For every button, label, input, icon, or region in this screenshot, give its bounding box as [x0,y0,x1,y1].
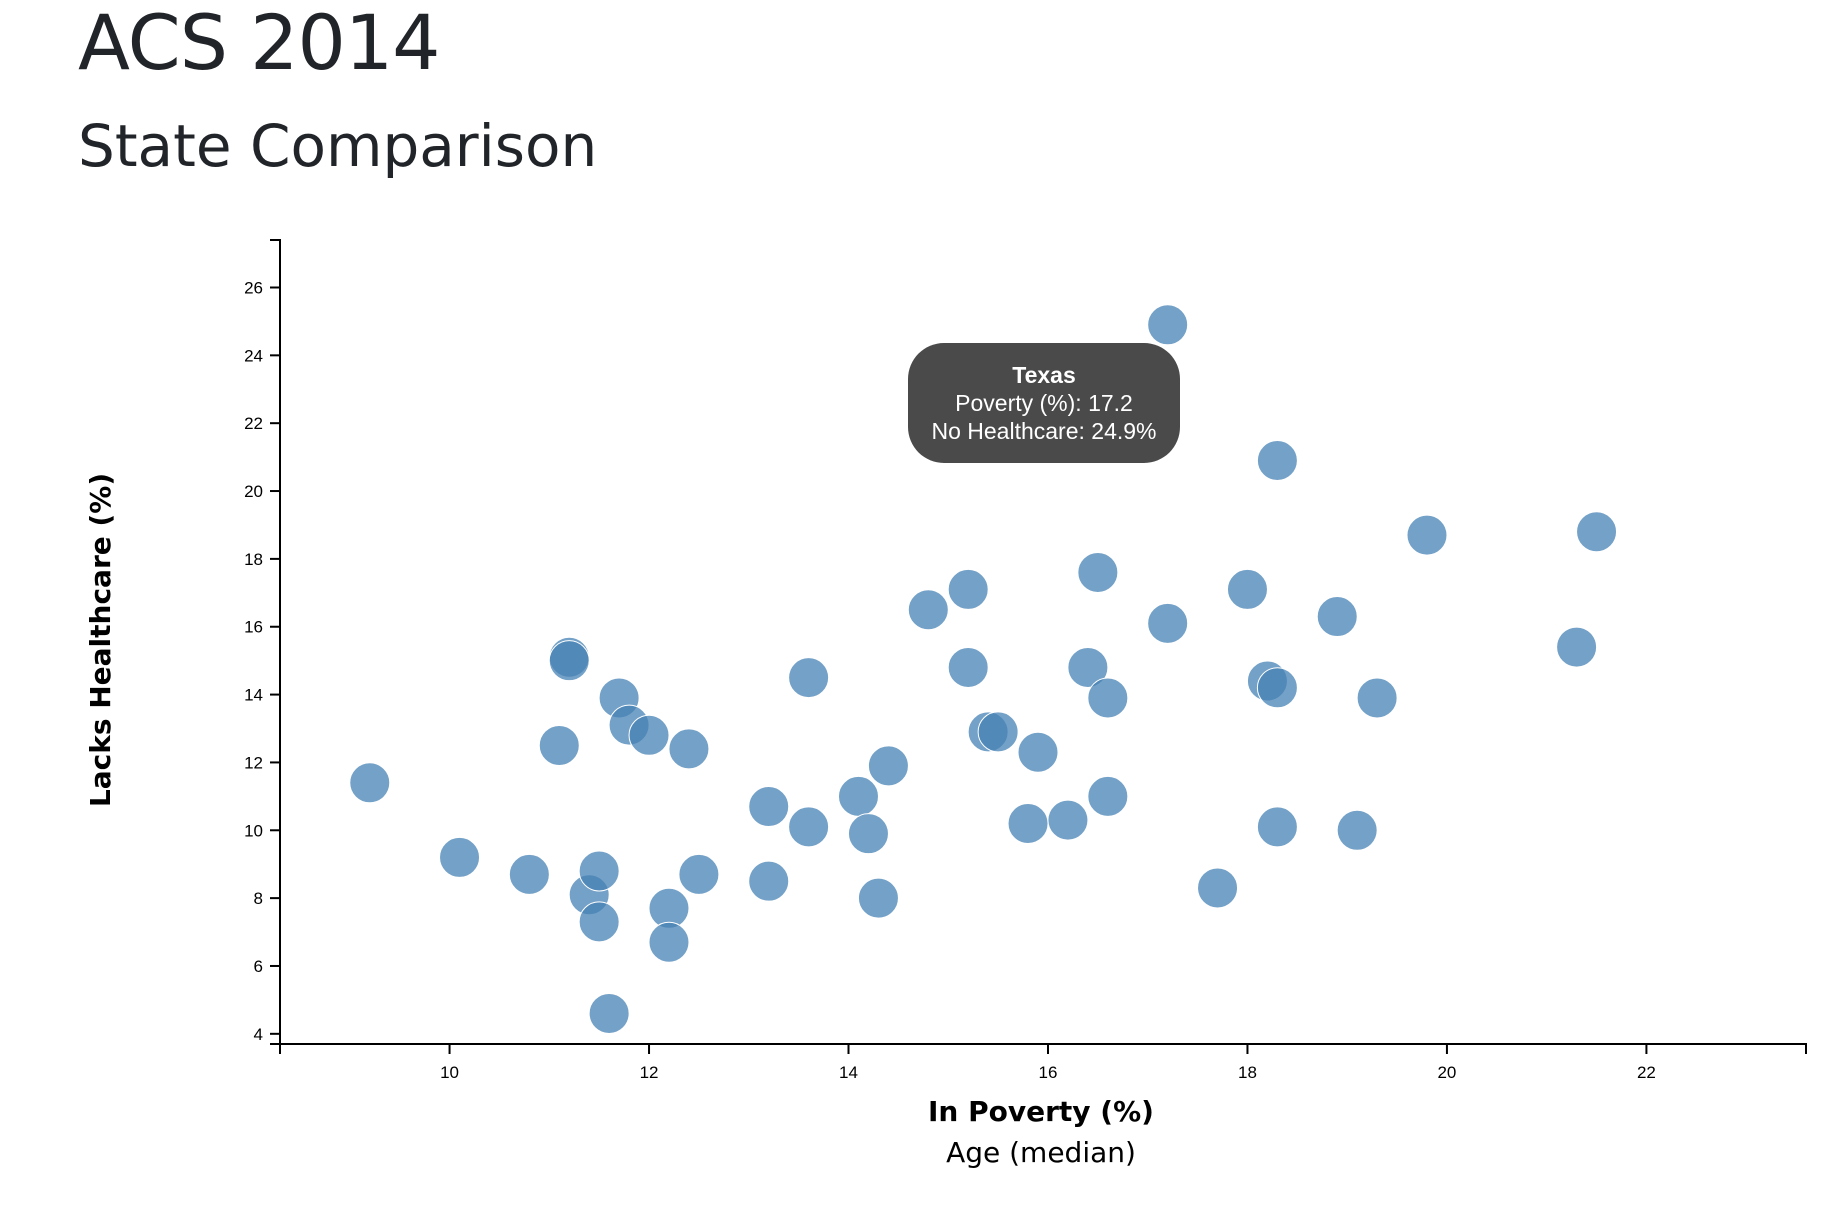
state-point[interactable] [1256,806,1298,848]
state-point[interactable] [1007,802,1049,844]
x-tick-label: 12 [640,1063,659,1082]
state-point[interactable] [1147,602,1189,644]
y-tick-label: 6 [254,957,263,976]
state-point[interactable] [1087,677,1129,719]
y-tick-label: 4 [254,1025,263,1044]
x-tick-label: 22 [1637,1063,1656,1082]
y-tick-label: 24 [244,346,263,365]
state-point[interactable] [1087,775,1129,817]
x-tick-label: 18 [1238,1063,1257,1082]
x-axis: 10 12 14 16 18 20 22 [279,1043,1807,1082]
state-point[interactable] [1147,304,1189,346]
y-tick-label: 26 [244,278,263,297]
state-point[interactable] [648,921,690,963]
x-tick-label: 10 [440,1063,459,1082]
state-point[interactable] [788,657,830,699]
tooltip-state-name: Texas [1012,362,1076,388]
tooltip-poverty: Poverty (%): 17.2 [955,390,1133,416]
tooltip-healthcare: No Healthcare: 24.9% [931,418,1156,444]
state-point[interactable] [538,724,580,766]
state-point[interactable] [977,711,1019,753]
state-point[interactable] [1077,551,1119,593]
state-point[interactable] [1406,514,1448,556]
y-tick-label: 12 [244,753,263,772]
state-point[interactable] [1556,626,1598,668]
state-point[interactable] [1256,440,1298,482]
state-point[interactable] [1197,867,1239,909]
x-axis-title-alt[interactable]: Age (median) [946,1136,1136,1169]
state-point[interactable] [349,762,391,804]
y-tick-label: 18 [244,550,263,569]
state-point[interactable] [668,728,710,770]
state-point[interactable] [837,775,879,817]
y-axis: 4 6 8 10 12 14 16 18 20 22 24 26 [244,239,281,1045]
state-point[interactable] [548,640,590,682]
state-point[interactable] [947,646,989,688]
state-point[interactable] [1356,677,1398,719]
state-point[interactable] [1316,596,1358,638]
page-subtitle: State Comparison [78,112,598,180]
state-point[interactable] [1226,568,1268,610]
y-tick-label: 8 [254,889,263,908]
x-tick-label: 20 [1437,1063,1456,1082]
state-point[interactable] [748,786,790,828]
y-tick-label: 20 [244,482,263,501]
state-point[interactable] [867,745,909,787]
y-axis-title[interactable]: Lacks Healthcare (%) [84,473,117,807]
state-point[interactable] [947,568,989,610]
y-tick-label: 10 [244,821,263,840]
x-axis-title[interactable]: In Poverty (%) [928,1095,1154,1128]
state-point[interactable] [628,714,670,756]
state-point[interactable] [439,836,481,878]
state-point[interactable] [678,853,720,895]
state-point[interactable] [1047,799,1089,841]
state-point[interactable] [508,853,550,895]
state-point[interactable] [1336,809,1378,851]
state-point[interactable] [1576,511,1618,553]
state-point[interactable] [1017,731,1059,773]
state-point[interactable] [748,860,790,902]
y-tick-label: 14 [244,686,263,705]
x-tick-label: 16 [1039,1063,1058,1082]
y-axis-line [270,239,281,1045]
state-point[interactable] [907,589,949,631]
tooltip-box [908,343,1180,463]
state-point[interactable] [857,877,899,919]
state-point[interactable] [578,901,620,943]
state-point[interactable] [578,850,620,892]
x-tick-label: 14 [839,1063,858,1082]
x-axis-line [279,1043,1807,1054]
state-point[interactable] [788,806,830,848]
state-point[interactable] [1256,667,1298,709]
y-tick-label: 22 [244,414,263,433]
page-title: ACS 2014 [78,0,441,87]
state-point[interactable] [1067,646,1109,688]
state-point[interactable] [588,992,630,1034]
y-tick-label: 16 [244,618,263,637]
state-point[interactable] [847,813,889,855]
data-points [349,304,1618,1034]
